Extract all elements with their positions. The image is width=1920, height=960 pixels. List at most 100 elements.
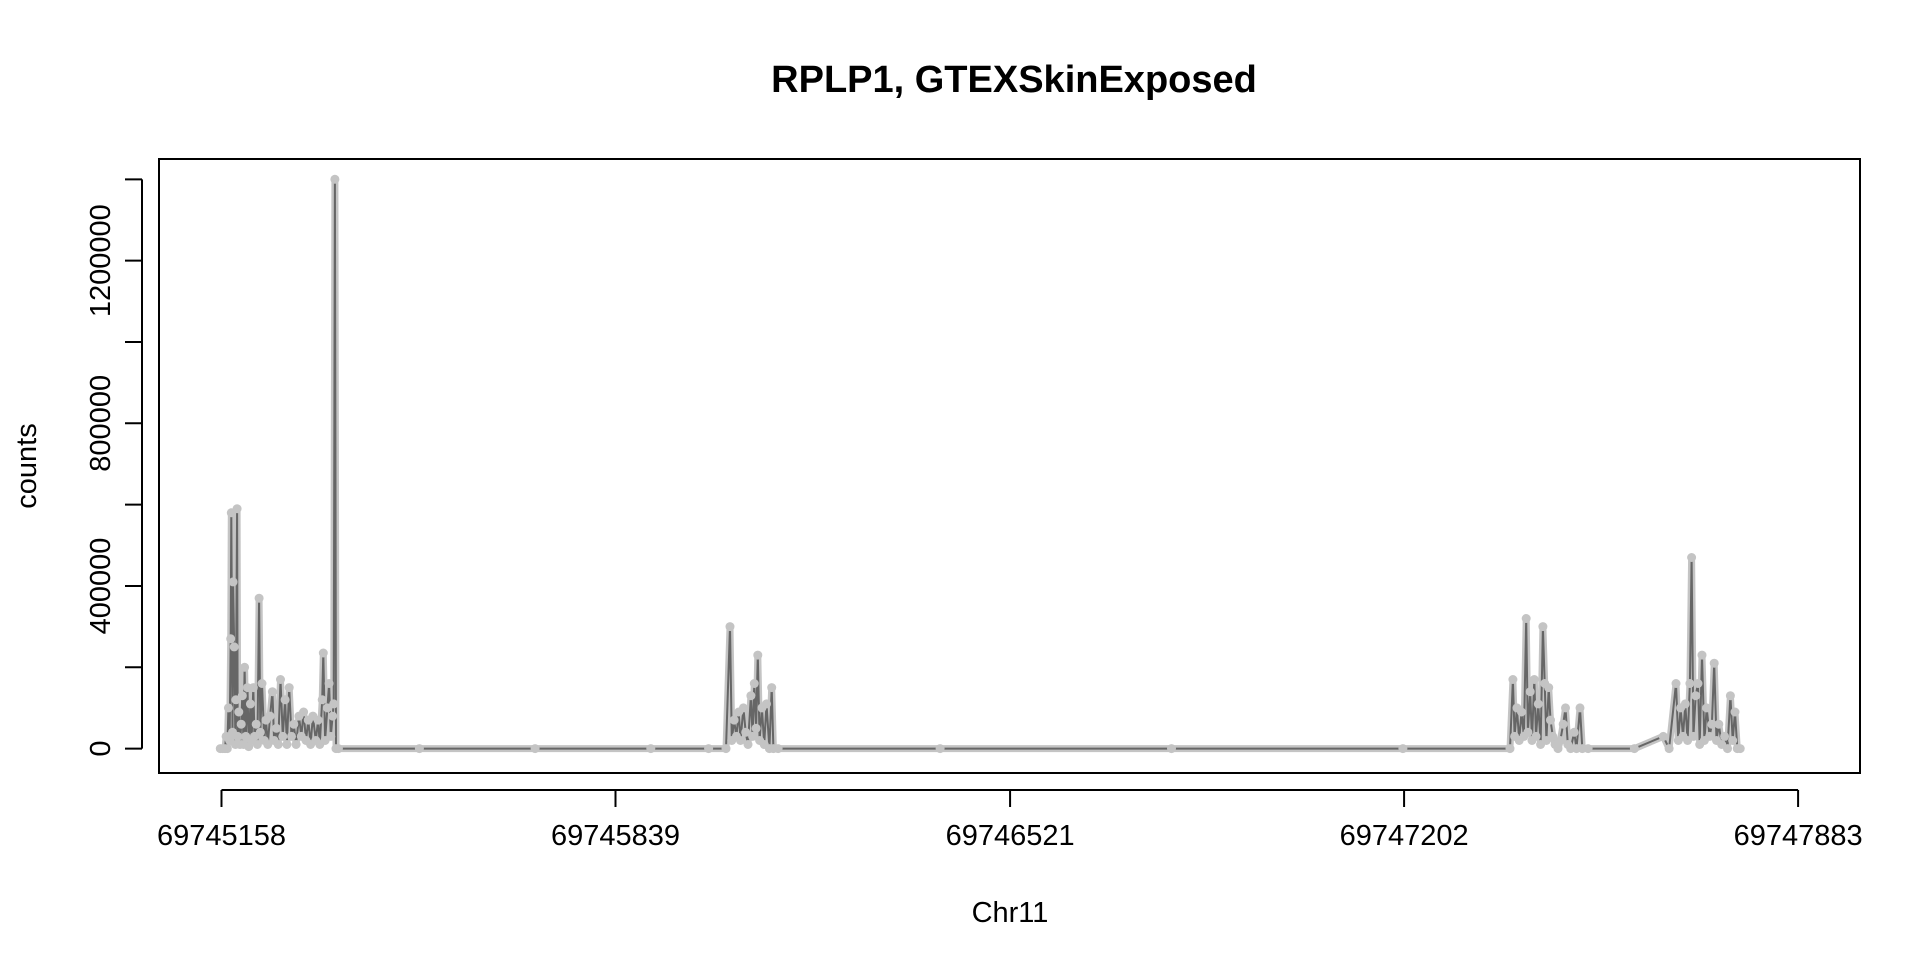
data-point bbox=[229, 642, 239, 652]
y-tick-label: 800000 bbox=[85, 375, 117, 472]
data-point bbox=[1569, 727, 1579, 737]
data-point bbox=[1658, 731, 1668, 741]
data-point bbox=[234, 707, 244, 717]
y-tick-label: 1200000 bbox=[85, 204, 117, 317]
data-point bbox=[1505, 744, 1515, 754]
data-point bbox=[287, 731, 296, 741]
y-tick-label: 400000 bbox=[85, 538, 117, 635]
data-point bbox=[291, 740, 301, 749]
data-point bbox=[1541, 736, 1551, 745]
data-point bbox=[240, 662, 250, 672]
data-point bbox=[265, 711, 275, 721]
data-point bbox=[329, 699, 339, 709]
data-point bbox=[773, 744, 783, 754]
x-tick-label: 69747202 bbox=[1340, 820, 1469, 852]
data-point bbox=[1533, 699, 1543, 709]
data-point bbox=[267, 687, 277, 697]
data-point bbox=[299, 707, 309, 717]
data-point bbox=[318, 648, 328, 658]
data-point bbox=[736, 736, 745, 745]
data-point bbox=[1544, 683, 1554, 693]
data-point bbox=[530, 744, 540, 754]
y-axis: 0 400000 800000 1200000 bbox=[85, 178, 143, 757]
data-point bbox=[1523, 727, 1533, 737]
data-point bbox=[1697, 650, 1707, 660]
data-point bbox=[1728, 736, 1738, 745]
data-point bbox=[1688, 731, 1698, 741]
series-halo bbox=[219, 175, 1741, 753]
data-point bbox=[729, 715, 739, 725]
data-point bbox=[1720, 731, 1730, 741]
data-point bbox=[1521, 614, 1531, 623]
x-tick-label: 69745839 bbox=[551, 820, 680, 852]
data-point bbox=[252, 740, 262, 749]
data-point bbox=[284, 683, 294, 693]
data-point bbox=[1555, 736, 1565, 745]
x-tick-label: 69746521 bbox=[946, 820, 1075, 852]
data-point bbox=[237, 691, 247, 701]
data-point bbox=[1725, 691, 1735, 701]
data-point bbox=[1508, 675, 1518, 684]
data-point bbox=[1735, 744, 1745, 754]
data-point bbox=[1546, 715, 1555, 725]
data-point bbox=[276, 675, 285, 684]
data-point bbox=[721, 744, 731, 754]
x-axis: 69745158 69745839 69746521 69747202 69747883 bbox=[157, 789, 1863, 852]
data-point bbox=[1705, 731, 1715, 741]
data-point bbox=[232, 504, 242, 514]
data-point bbox=[725, 622, 735, 632]
data-point bbox=[1538, 622, 1548, 632]
data-point bbox=[1517, 707, 1526, 717]
data-point bbox=[1561, 703, 1570, 713]
data-point bbox=[1398, 744, 1408, 754]
data-point bbox=[1693, 679, 1703, 688]
data-point bbox=[646, 744, 656, 754]
data-point bbox=[1687, 553, 1697, 562]
data-point bbox=[223, 703, 233, 713]
data-point bbox=[1525, 687, 1535, 697]
data-point bbox=[282, 740, 292, 749]
data-point bbox=[746, 691, 756, 701]
data-point bbox=[278, 731, 288, 741]
series-line bbox=[220, 178, 1741, 750]
data-point bbox=[741, 727, 751, 737]
y-axis-label: counts bbox=[11, 423, 43, 508]
data-point bbox=[935, 744, 945, 754]
data-point bbox=[753, 650, 763, 660]
data-point bbox=[1730, 707, 1740, 717]
data-point bbox=[228, 577, 238, 587]
data-point bbox=[749, 679, 759, 688]
data-point bbox=[1664, 744, 1674, 754]
data-point bbox=[1553, 744, 1563, 754]
data-point bbox=[1685, 679, 1695, 688]
data-point bbox=[1629, 744, 1639, 754]
data-point bbox=[326, 731, 336, 741]
data-point bbox=[251, 719, 261, 729]
data-point bbox=[767, 683, 777, 693]
data-point bbox=[328, 711, 338, 721]
data-point bbox=[1680, 699, 1690, 709]
data-point bbox=[1707, 719, 1717, 729]
data-point bbox=[762, 699, 771, 709]
data-point bbox=[1714, 719, 1724, 729]
data-point bbox=[236, 719, 246, 729]
data-point bbox=[313, 715, 323, 725]
data-point bbox=[245, 699, 255, 709]
data-point bbox=[280, 695, 290, 705]
data-point bbox=[748, 731, 758, 741]
data-point bbox=[330, 174, 340, 184]
data-point bbox=[1691, 691, 1701, 701]
data-point bbox=[751, 723, 761, 733]
data-point bbox=[1702, 703, 1712, 713]
data-point bbox=[414, 744, 424, 754]
x-tick-label: 69745158 bbox=[157, 820, 286, 852]
data-point bbox=[1575, 703, 1585, 713]
data-point bbox=[1583, 744, 1593, 754]
data-point bbox=[1723, 744, 1732, 754]
data-point bbox=[324, 679, 334, 688]
data-point bbox=[1548, 731, 1558, 741]
data-point bbox=[257, 679, 267, 688]
data-point bbox=[1709, 658, 1719, 668]
data-point bbox=[271, 723, 281, 733]
